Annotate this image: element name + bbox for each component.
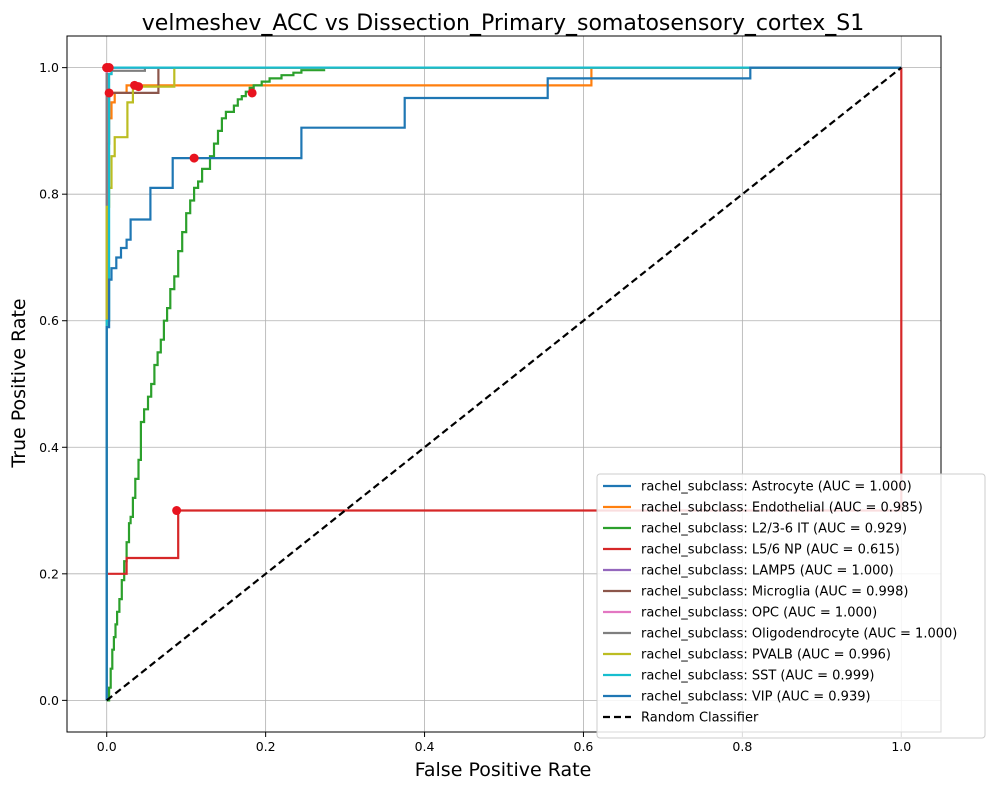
x-tick-label: 0.8 <box>732 739 752 754</box>
legend-label: rachel_subclass: LAMP5 (AUC = 1.000) <box>641 564 894 579</box>
threshold-markers <box>102 63 257 516</box>
x-tick-label: 0.0 <box>97 739 117 754</box>
legend: rachel_subclass: Astrocyte (AUC = 1.000)… <box>596 473 986 739</box>
x-axis-label: False Positive Rate <box>415 759 592 781</box>
legend-box <box>596 473 986 739</box>
threshold-marker-10 <box>189 153 199 163</box>
y-tick-label: 0.0 <box>39 693 59 708</box>
x-tick-label: 0.6 <box>574 739 594 754</box>
series-line-2 <box>106 69 326 702</box>
threshold-marker-2 <box>247 88 257 98</box>
legend-label: rachel_subclass: L2/3-6 IT (AUC = 0.929) <box>641 522 907 537</box>
series-line-10 <box>105 66 902 701</box>
threshold-marker-3 <box>172 506 182 516</box>
y-tick-label: 0.6 <box>39 313 59 328</box>
legend-label: Random Classifier <box>641 711 759 726</box>
y-tick-label: 0.2 <box>39 566 59 581</box>
y-tick-label: 0.8 <box>39 187 59 202</box>
legend-label: rachel_subclass: Endothelial (AUC = 0.98… <box>641 501 923 516</box>
legend-label: rachel_subclass: Oligodendrocyte (AUC = … <box>641 627 957 642</box>
threshold-marker-5 <box>104 88 114 98</box>
y-tick-label: 1.0 <box>39 60 59 75</box>
legend-label: rachel_subclass: SST (AUC = 0.999) <box>641 669 874 684</box>
x-tick-label: 0.4 <box>415 739 435 754</box>
legend-label: rachel_subclass: L5/6 NP (AUC = 0.615) <box>641 543 900 558</box>
plot-frame <box>66 35 942 733</box>
threshold-marker-9 <box>104 63 114 73</box>
ticks: 0.0 0.2 0.4 0.6 0.8 1.0 0.0 0.2 0.4 0.6 0.8 1.0 <box>39 60 911 754</box>
legend-label: rachel_subclass: VIP (AUC = 0.939) <box>641 690 871 705</box>
legend-label: rachel_subclass: Microglia (AUC = 0.998) <box>641 585 908 600</box>
x-tick-label: 0.2 <box>256 739 276 754</box>
series-line-11 <box>106 66 902 702</box>
y-axis-label: True Positive Rate <box>8 298 30 468</box>
chart-title: velmeshev_ACC vs Dissection_Primary_soma… <box>142 11 864 36</box>
legend-label: rachel_subclass: OPC (AUC = 1.000) <box>641 606 877 621</box>
y-tick-label: 0.4 <box>39 440 59 455</box>
legend-label: rachel_subclass: PVALB (AUC = 0.996) <box>641 648 891 663</box>
x-tick-label: 1.0 <box>891 739 911 754</box>
legend-label: rachel_subclass: Astrocyte (AUC = 1.000) <box>641 480 912 495</box>
threshold-marker-8 <box>134 82 144 92</box>
